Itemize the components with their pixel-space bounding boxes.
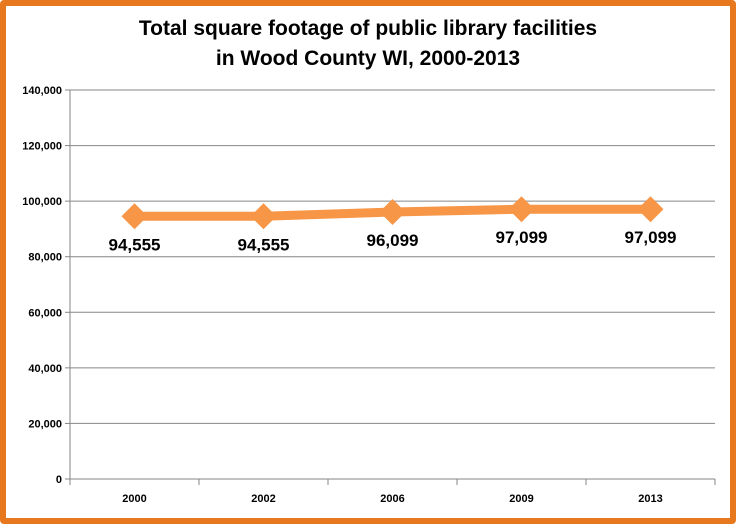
y-tick-label: 0 [56,474,62,486]
y-tick-label: 100,000 [22,196,62,208]
data-label: 97,099 [625,228,677,247]
y-tick-label: 140,000 [22,85,62,97]
chart-title: Total square footage of public library f… [0,14,736,74]
data-point-marker [508,196,535,223]
x-tick-label: 2009 [509,493,533,505]
chart-title-line-2: in Wood County WI, 2000-2013 [215,47,521,70]
x-tick-label: 2000 [122,493,146,505]
data-point-marker [637,196,664,223]
data-point-marker [250,203,277,230]
y-tick-label: 60,000 [28,307,62,319]
data-point-marker [379,198,406,225]
chart-title-line-1: Total square footage of public library f… [138,17,598,40]
x-tick-label: 2002 [251,493,275,505]
data-label: 96,099 [367,231,419,250]
data-label: 94,555 [109,235,161,254]
x-tick-label: 2013 [638,493,662,505]
y-tick-label: 120,000 [22,141,62,153]
data-label: 97,099 [496,228,548,247]
x-tick-label: 2006 [380,493,404,505]
y-tick-label: 80,000 [28,252,62,264]
y-tick-label: 20,000 [28,418,62,430]
y-tick-label: 40,000 [28,363,62,375]
data-point-marker [121,203,148,230]
data-label: 94,555 [238,235,290,254]
